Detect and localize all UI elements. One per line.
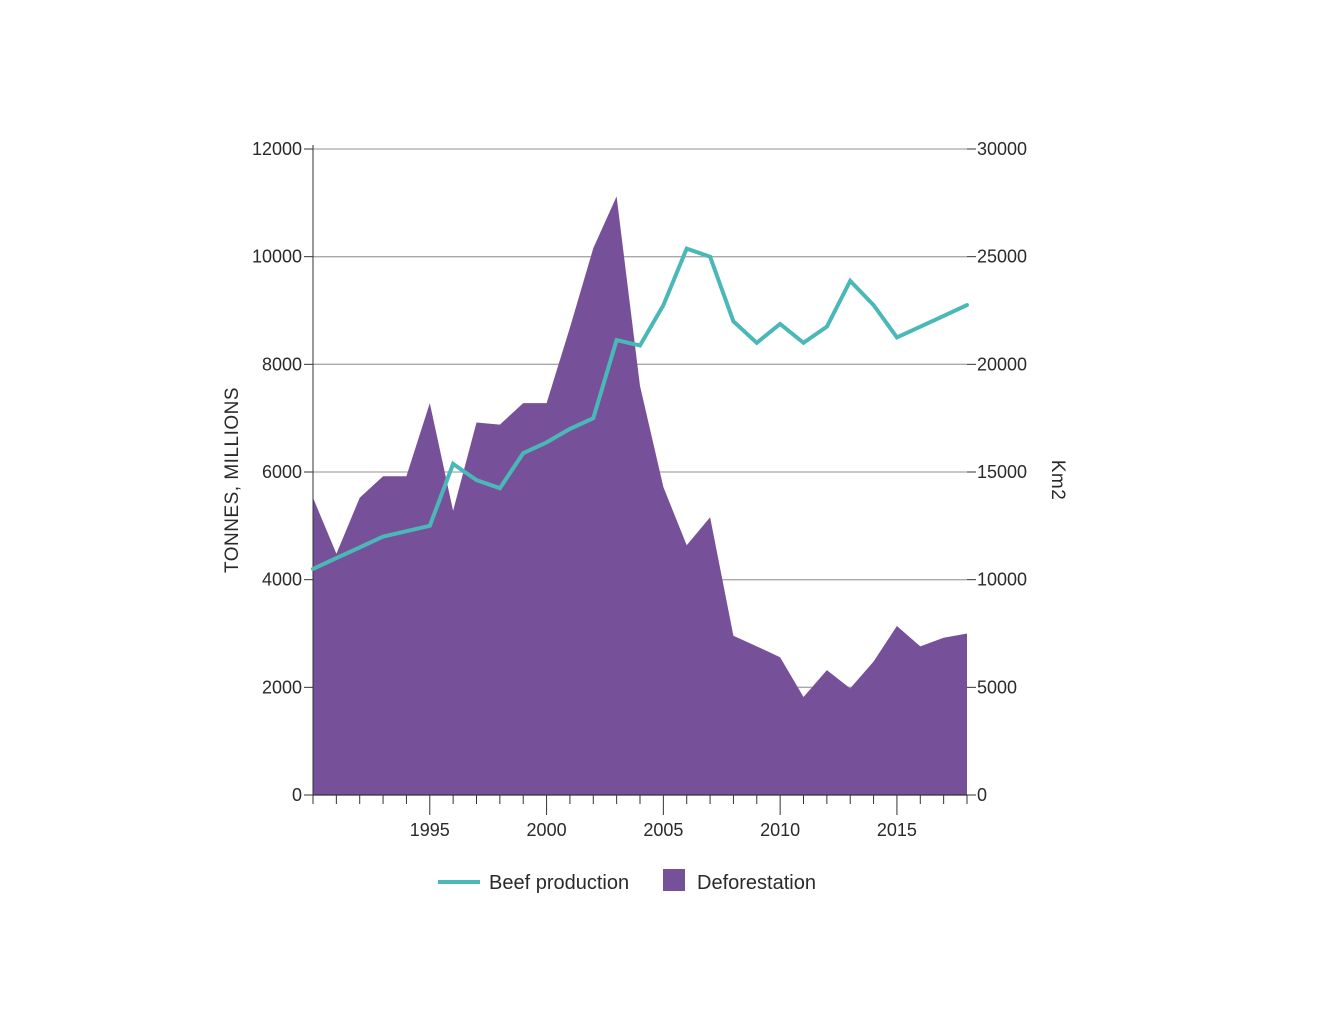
y-left-axis-title: TONNES, MILLIONS (222, 387, 243, 573)
legend-label-beef-production: Beef production (489, 872, 629, 894)
deforestation-area (313, 196, 967, 795)
y-left-tick-label-12000: 12000 (252, 139, 302, 159)
y-right-axis-title: Km2 (1047, 460, 1068, 501)
deforestation-area-layer (313, 196, 967, 795)
y-left-tick-label-2000: 2000 (262, 677, 302, 697)
y-right-tick-label-25000: 25000 (977, 247, 1027, 267)
y-right-tick-label-30000: 30000 (977, 139, 1027, 159)
y-right-tick-label-5000: 5000 (977, 677, 1017, 697)
beef-production-line-layer (311, 246, 969, 571)
y-right-tick-label-20000: 20000 (977, 354, 1027, 374)
x-tick-label-2015: 2015 (877, 820, 917, 840)
legend: Beef production Deforestation (438, 869, 816, 894)
y-right-tick-label-15000: 15000 (977, 462, 1027, 482)
y-right-tick-label-10000: 10000 (977, 570, 1027, 590)
y-left-tick-label-0: 0 (292, 785, 302, 805)
axes (304, 145, 976, 815)
x-tick-label-2010: 2010 (760, 820, 800, 840)
y-left-tick-label-4000: 4000 (262, 570, 302, 590)
beef-production-line (311, 246, 969, 571)
x-tick-label-2005: 2005 (643, 820, 683, 840)
axis-labels: 0 2000 4000 6000 8000 10000 12000 0 5000 10000 150… (252, 139, 1027, 840)
x-tick-label-1995: 1995 (410, 820, 450, 840)
x-tick-label-2000: 2000 (527, 820, 567, 840)
y-right-tick-label-0: 0 (977, 785, 987, 805)
y-left-tick-label-8000: 8000 (262, 354, 302, 374)
y-left-tick-label-10000: 10000 (252, 247, 302, 267)
y-left-tick-label-6000: 6000 (262, 462, 302, 482)
legend-label-deforestation: Deforestation (697, 872, 816, 894)
legend-swatch-deforestation (663, 869, 685, 891)
